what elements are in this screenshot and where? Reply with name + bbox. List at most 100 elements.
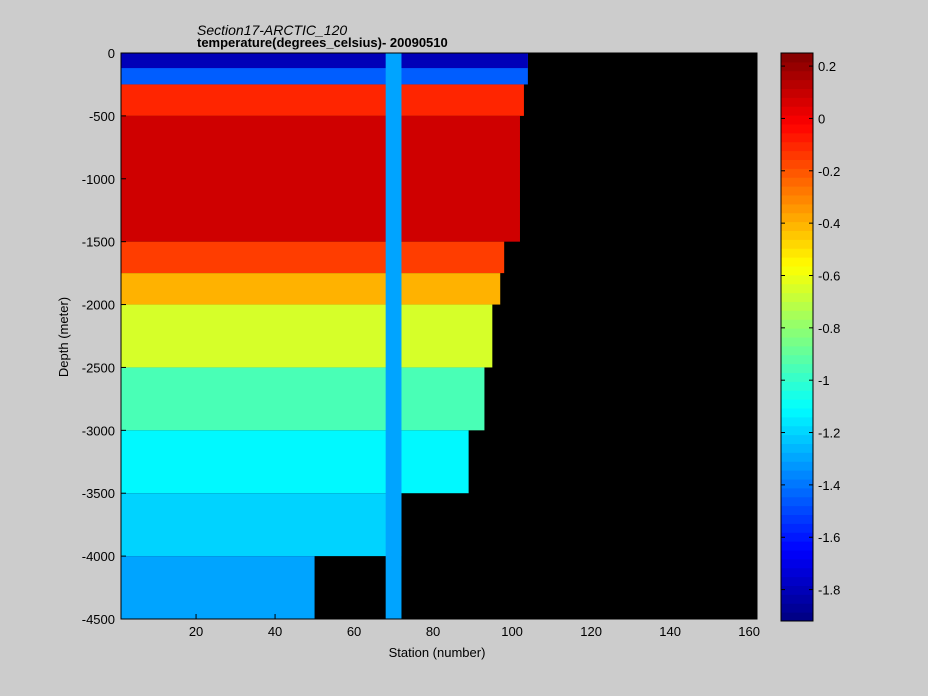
colorbar-band	[781, 354, 813, 365]
colorbar-band	[781, 416, 813, 427]
colorbar-band	[781, 186, 813, 196]
y-tick-label: -4500	[82, 612, 115, 627]
colorbar-band	[781, 70, 813, 81]
y-tick-label: -2000	[82, 298, 115, 313]
data-region	[121, 241, 505, 274]
colorbar-band	[781, 558, 813, 569]
data-region	[121, 556, 315, 619]
colorbar-band	[781, 345, 813, 356]
colorbar-band	[781, 532, 813, 542]
colorbar-band	[781, 381, 813, 391]
y-axis-label: Depth (meter)	[56, 297, 71, 377]
colorbar-band	[781, 514, 813, 524]
colorbar: 0.2 0 -0.2 -0.4 -0.6 -0.8 -1 -1.2 -1.4 -1.6 -1.8	[780, 52, 840, 622]
data-region	[121, 430, 469, 494]
data-region	[121, 304, 493, 368]
colorbar-band	[781, 585, 813, 595]
colorbar-band	[781, 594, 813, 604]
colorbar-band	[781, 168, 813, 178]
colorbar-band	[781, 434, 813, 444]
y-tick-label: 0	[108, 46, 115, 61]
colorbar-band	[781, 88, 813, 98]
colorbar-band	[781, 150, 813, 160]
x-axis-label: Station (number)	[389, 645, 486, 660]
x-tick-label: 40	[268, 624, 282, 639]
data-region	[121, 84, 524, 116]
colorbar-tick-label: -1.6	[818, 530, 840, 545]
colorbar-band	[781, 257, 813, 267]
colorbar-band	[781, 541, 813, 551]
colorbar-band	[781, 159, 813, 169]
x-tick-label: 160	[738, 624, 760, 639]
colorbar-band	[781, 141, 813, 152]
colorbar-tick-label: -0.8	[818, 321, 840, 336]
data-region	[121, 115, 520, 242]
colorbar-band	[781, 106, 813, 116]
colorbar-tick-label: -0.2	[818, 164, 840, 179]
colorbar-band	[781, 124, 813, 134]
colorbar-band	[781, 283, 813, 294]
colorbar-band	[781, 399, 813, 409]
colorbar-band	[781, 132, 813, 143]
colorbar-band	[781, 177, 813, 187]
colorbar-band	[781, 470, 813, 480]
colorbar-band	[781, 425, 813, 436]
colorbar-band	[781, 328, 813, 338]
x-tick-label: 80	[426, 624, 440, 639]
colorbar-tick-label: -0.6	[818, 268, 840, 283]
colorbar-band	[781, 390, 813, 400]
colorbar-band	[781, 576, 813, 586]
colorbar-band	[781, 319, 813, 329]
colorbar-band	[781, 79, 813, 89]
colorbar-band	[781, 479, 813, 489]
data-region	[121, 367, 485, 431]
colorbar-band	[781, 203, 813, 214]
colorbar-tick-label: -1.2	[818, 426, 840, 441]
y-tick-label: -2500	[82, 360, 115, 375]
y-tick-label: -1000	[82, 172, 115, 187]
colorbar-band	[781, 363, 813, 373]
data-region	[385, 53, 402, 619]
chart-subtitle: temperature(degrees_celsius)- 20090510	[197, 35, 448, 50]
x-tick-label: 20	[189, 624, 203, 639]
colorbar-band	[781, 61, 813, 72]
colorbar-band	[781, 97, 813, 107]
colorbar-band	[781, 310, 813, 320]
colorbar-band	[781, 221, 813, 231]
colorbar-band	[781, 487, 813, 498]
colorbar-band	[781, 266, 813, 276]
colorbar-band	[781, 195, 813, 205]
colorbar-tick-label: -1.4	[818, 478, 840, 493]
chart-title: Section17-ARCTIC_120	[197, 22, 347, 38]
colorbar-band	[781, 452, 813, 462]
colorbar-tick-label: 0.2	[818, 59, 836, 74]
colorbar-band	[781, 337, 813, 347]
colorbar-band	[781, 248, 813, 258]
colorbar-band	[781, 408, 813, 418]
colorbar-band	[781, 212, 813, 223]
colorbar-band	[781, 523, 813, 533]
colorbar-band	[781, 372, 813, 382]
colorbar-band	[781, 239, 813, 249]
y-tick-label: -4000	[82, 549, 115, 564]
y-tick-label: -1500	[82, 235, 115, 250]
colorbar-tick-label: -1	[818, 373, 830, 388]
colorbar-tick-label: -0.4	[818, 216, 840, 231]
colorbar-band	[781, 612, 813, 622]
y-tick-label: -3000	[82, 423, 115, 438]
plot-frame	[120, 52, 758, 620]
y-tick-label: -500	[89, 109, 115, 124]
x-tick-label: 140	[659, 624, 681, 639]
x-tick-label: 120	[580, 624, 602, 639]
colorbar-band	[781, 115, 813, 125]
colorbar-band	[781, 505, 813, 515]
colorbar-band	[781, 496, 813, 507]
colorbar-band	[781, 567, 813, 578]
axes: 20 40 60 80 100 120 140 160 0 -500 -1000 -1500 -2000…	[82, 46, 760, 639]
colorbar-band	[781, 53, 813, 63]
data-region	[121, 273, 501, 305]
data-region	[121, 493, 402, 557]
colorbar-band	[781, 274, 813, 285]
colorbar-band	[781, 301, 813, 311]
